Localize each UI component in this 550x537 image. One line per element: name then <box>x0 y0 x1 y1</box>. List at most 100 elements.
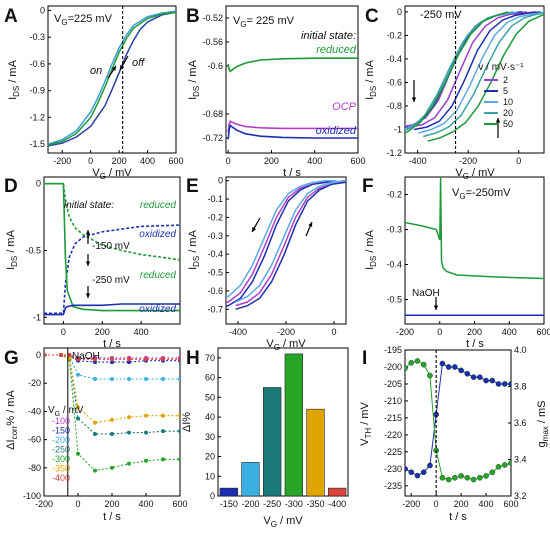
panel-g-point--250 <box>127 430 131 435</box>
panel-h-xlabel: VG / mV <box>263 515 303 529</box>
panel-c: C -400 -200 0 -1.2 -1 -0.8 -0.6 -0.4 -0.2 0 -250 … <box>364 5 545 181</box>
panel-f-xlabel: t / s <box>466 338 484 350</box>
panel-e-ytick-label: -0.5 <box>207 268 223 278</box>
panel-i-series <box>405 358 511 483</box>
panel-g-point--350 <box>127 415 131 420</box>
panel-i-ytick-label: -205 <box>384 379 402 389</box>
panel-h-ytick-label: 30 <box>205 432 215 442</box>
panel-a-ylabel: IDS / mA <box>7 59 21 100</box>
panel-g-point--300 <box>76 451 80 456</box>
panel-g-point--400 <box>59 353 63 358</box>
panel-f-ylabel: IDS / mA <box>364 229 378 270</box>
panel-g-point--150 <box>93 360 97 365</box>
panel-e-ytick-label: -0.1 <box>207 194 223 204</box>
panel-d-xtick-label: 0 <box>61 327 66 337</box>
panel-d-reduced-top: reduced <box>140 200 177 211</box>
panel-a-off-label: off <box>132 57 145 69</box>
panel-i-point-V_TH <box>445 364 452 370</box>
panel-d-arrow-150-down-head <box>85 261 91 266</box>
panel-i-point-V_TH <box>458 367 464 374</box>
panel-g-point--300 <box>161 457 165 462</box>
panel-h-ytick-label: 50 <box>205 392 215 402</box>
panel-g-point--350 <box>76 405 80 410</box>
panel-e-xlabel: VG / mV <box>266 338 306 352</box>
panel-d-ytick-label: -0.5 <box>25 246 41 256</box>
panel-d-curve-2 <box>44 224 180 315</box>
panel-b-ytick-label: -0.6 <box>207 61 223 71</box>
panel-g-xtick-label: -200 <box>35 499 53 509</box>
panel-g-ytick-label: -100 <box>23 491 41 501</box>
panel-i-xtick-label: 600 <box>503 499 518 509</box>
panel-i-point-g_max <box>477 474 483 481</box>
panel-i-ytick-label: -210 <box>384 396 402 406</box>
panel-b-xlabel: t / s <box>283 167 301 179</box>
panel-g-legend--100: -100 <box>52 416 70 426</box>
panel-f-ytick-label: -0.4 <box>386 260 402 270</box>
panel-f-ytick-label: -0.2 <box>386 190 402 200</box>
panel-b-ytick-label: -0.56 <box>202 37 223 47</box>
panel-c-curve-fwd-50 <box>405 11 509 134</box>
panel-g-point--300 <box>144 458 148 463</box>
panel-c-ylabel: IDS / mA <box>364 59 378 100</box>
panel-e-ytick-label: -0.7 <box>207 304 223 314</box>
panel-c-plot: -400 -200 0 -1.2 -1 -0.8 -0.6 -0.4 -0.2 0 <box>386 6 544 166</box>
panel-g-ytick-label: -80 <box>28 463 41 473</box>
panel-i-point-g_max <box>452 474 458 481</box>
panel-d-ylabel: IDS / mA <box>5 229 19 270</box>
panel-b-vg-annotation: VG= 225 mV <box>233 15 295 29</box>
panel-c-ytick-label: -1 <box>394 124 402 134</box>
panel-f-xtick-label: 400 <box>502 327 517 337</box>
panel-a: A -200 0 200 400 600 -1.5 -1.2 -0.9 -0.6 -0.3 0 VG… <box>4 5 184 181</box>
panel-h-ytick-label: 40 <box>205 412 215 422</box>
panel-b-ytick-label: -0.68 <box>202 109 223 119</box>
panel-i: I -200 0 200 400 600 -235 -230 -225 -220 -215 -210… <box>359 345 550 523</box>
panel-f-xtick-label: 600 <box>536 327 550 337</box>
panel-f-naoh-label: NaOH <box>412 288 440 299</box>
panel-i-line-g_max <box>405 360 511 481</box>
panel-i-ytick-label: -220 <box>384 430 402 440</box>
panel-i-ytick2-label: 3.6 <box>514 418 527 428</box>
panel-i-point-V_TH <box>495 381 502 387</box>
panel-f-xtick-label: -200 <box>396 327 414 337</box>
panel-c-curve-rev-10 <box>418 11 544 134</box>
panel-i-ytick2-label: 3.4 <box>514 455 527 465</box>
panel-b-initial-state: initial state: <box>301 30 356 42</box>
panel-letter-f: F <box>362 176 374 197</box>
panel-g-point--200 <box>127 377 131 382</box>
panel-i-point-g_max <box>405 365 408 372</box>
panel-g-ytick-label: -40 <box>28 406 41 416</box>
panel-c-xtick-label: -400 <box>409 156 427 166</box>
panel-i-ytick-label: -230 <box>384 464 402 474</box>
panel-g-point--400 <box>76 357 80 362</box>
panel-d-xtick-label: 200 <box>95 327 110 337</box>
panel-g-legend--200: -200 <box>52 435 70 445</box>
panel-i-point-V_TH <box>408 469 415 476</box>
panel-f-frame <box>404 176 545 325</box>
panel-h-ytick-label: 70 <box>205 353 215 363</box>
panel-g-line--300 <box>44 354 180 472</box>
panel-a-ytick-label: -1.2 <box>29 112 45 122</box>
panel-a-xtick-label: 600 <box>168 156 183 166</box>
panel-g-point--250 <box>178 429 180 434</box>
panel-h-xtick-label: -300 <box>285 499 303 509</box>
panel-g-legend: -100-150-200-250-300-350-400 <box>52 416 70 483</box>
panel-h-xtick-label: -200 <box>241 499 259 509</box>
panel-g-xtick-label: 200 <box>104 499 119 509</box>
panel-g-point--250 <box>161 429 165 434</box>
panel-b-xtick-label: 0 <box>226 156 231 166</box>
panel-c-up-arrow-head <box>495 118 501 123</box>
panel-i-point-V_TH <box>405 466 408 472</box>
panel-i-ytick2-label: 4.0 <box>514 345 527 355</box>
panel-b-curve-2 <box>227 120 358 133</box>
panel-i-point-V_TH <box>501 381 508 387</box>
panel-g-point--350 <box>144 413 148 418</box>
panel-h-bar--250 <box>263 387 282 497</box>
panel-c-curve-rev-20 <box>422 12 544 138</box>
panel-d-curve-3 <box>44 182 180 312</box>
panel-a-off-arrow-head <box>120 65 125 70</box>
panel-g-line--200 <box>44 354 180 380</box>
panel-g-point--350 <box>161 413 165 418</box>
panel-h-ytick-label: 10 <box>205 471 215 481</box>
panel-g-point--400 <box>67 353 72 358</box>
panel-c-legend-title: v / mV·s⁻¹ <box>478 62 524 73</box>
